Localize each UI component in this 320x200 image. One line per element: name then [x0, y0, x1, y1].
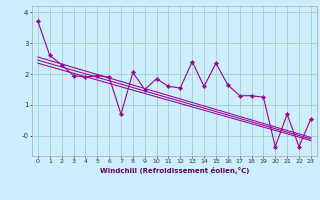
X-axis label: Windchill (Refroidissement éolien,°C): Windchill (Refroidissement éolien,°C)	[100, 167, 249, 174]
